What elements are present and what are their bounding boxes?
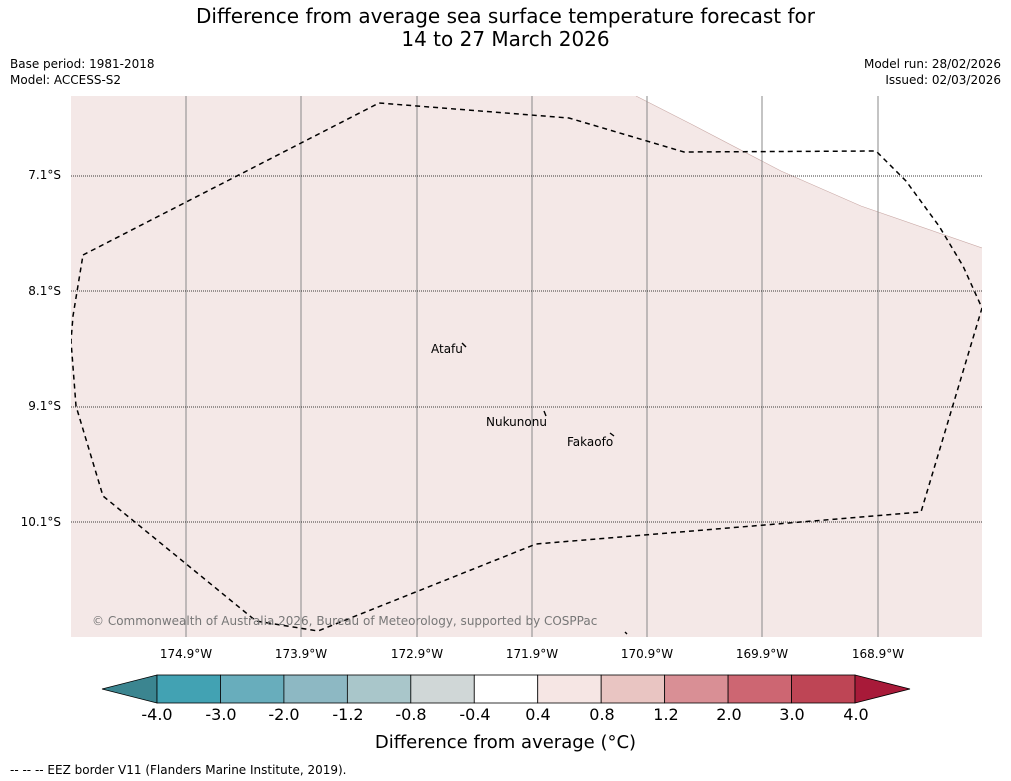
colorbar-segment-1	[220, 674, 285, 704]
issued-date: Issued: 02/03/2026	[885, 73, 1001, 87]
colorbar-segment-4	[410, 674, 475, 704]
lon-label-173-9: 173.9°W	[274, 647, 328, 661]
colorbar-segment-0	[156, 674, 221, 704]
island-edge-mark	[624, 631, 628, 635]
atafu-island	[461, 342, 467, 348]
cb-tick-2: -2.0	[268, 705, 300, 724]
title-line-2: 14 to 27 March 2026	[401, 27, 610, 51]
eez-border	[71, 102, 982, 632]
colorbar-segment-8	[664, 674, 729, 704]
model-run: Model run: 28/02/2026	[863, 57, 1001, 71]
island-marks	[461, 342, 628, 635]
map-panel	[71, 96, 982, 637]
anomaly-fill	[71, 96, 982, 637]
colorbar	[101, 674, 911, 704]
cb-tick-10: 3.0	[779, 705, 805, 724]
base-period: Base period: 1981-2018	[10, 57, 155, 71]
colorbar-over-arrow	[854, 674, 911, 704]
lon-label-174-9: 174.9°W	[159, 647, 213, 661]
lon-label-170-9: 170.9°W	[620, 647, 674, 661]
colorbar-segment-2	[283, 674, 348, 704]
lon-label-168-9: 168.9°W	[851, 647, 905, 661]
lon-label-171-9: 171.9°W	[505, 647, 559, 661]
colorbar-segment-9	[727, 674, 792, 704]
cb-tick-6: 0.4	[525, 705, 551, 724]
cb-tick-5: -0.4	[459, 705, 491, 724]
lon-label-169-9: 169.9°W	[735, 647, 789, 661]
place-fakaofo: Fakaofo	[567, 435, 614, 449]
copyright-text: © Commonwealth of Australia 2026, Bureau…	[92, 614, 598, 628]
colorbar-label: Difference from average (°C)	[374, 732, 637, 753]
anomaly-edge	[635, 96, 982, 249]
fakaofo-island	[609, 432, 615, 437]
meridian-lines	[185, 96, 879, 637]
nukunonu-island	[543, 410, 547, 417]
lat-label-10-1: 10.1°S	[20, 515, 61, 529]
lat-label-9-1: 9.1°S	[28, 399, 61, 413]
colorbar-segment-6	[537, 674, 602, 704]
title-line-1: Difference from average sea surface temp…	[195, 4, 815, 28]
place-nukunonu: Nukunonu	[486, 415, 547, 429]
map-title: Difference from average sea surface temp…	[0, 5, 1011, 51]
lon-label-172-9: 172.9°W	[390, 647, 444, 661]
cb-tick-0: -4.0	[141, 705, 173, 724]
cb-tick-9: 2.0	[716, 705, 742, 724]
place-atafu: Atafu	[431, 342, 463, 356]
colorbar-segment-3	[346, 674, 412, 704]
cb-tick-4: -0.8	[395, 705, 427, 724]
cb-tick-11: 4.0	[843, 705, 869, 724]
cb-tick-8: 1.2	[653, 705, 679, 724]
meta-left: Base period: 1981-2018 Model: ACCESS-S2	[10, 56, 155, 88]
eez-footnote: -- -- -- EEZ border V11 (Flanders Marine…	[10, 763, 347, 777]
lat-label-8-1: 8.1°S	[28, 284, 61, 298]
colorbar-under-arrow	[101, 674, 158, 704]
colorbar-segment-5	[473, 674, 539, 704]
colorbar-segment-10	[791, 674, 856, 704]
cb-tick-1: -3.0	[205, 705, 237, 724]
lat-label-7-1: 7.1°S	[28, 168, 61, 182]
colorbar-segment-7	[600, 674, 666, 704]
model-name: Model: ACCESS-S2	[10, 73, 122, 87]
meta-right: Model run: 28/02/2026 Issued: 02/03/2026	[864, 56, 1001, 88]
colorbar-segments	[156, 674, 856, 704]
cb-tick-7: 0.8	[589, 705, 615, 724]
cb-tick-3: -1.2	[332, 705, 364, 724]
